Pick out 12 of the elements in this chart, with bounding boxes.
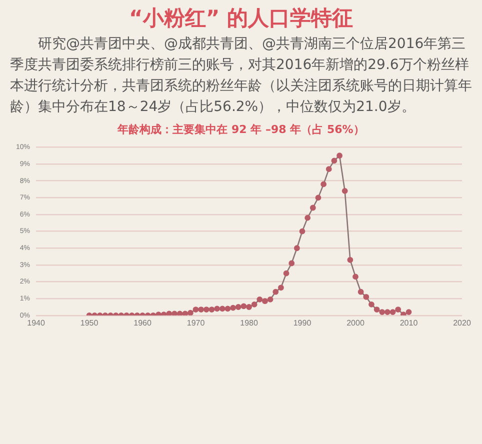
- x-tick-label: 1970: [186, 318, 206, 328]
- chart-subtitle: 年龄构成：主要集中在 92 年 –98 年（占 56%）: [116, 122, 366, 137]
- x-tick-label: 1940: [27, 318, 46, 328]
- chart-title: “小粉红” 的人口学特征: [128, 5, 354, 32]
- x-tick-label: 1950: [80, 318, 99, 328]
- x-tick-label: 1960: [134, 318, 152, 328]
- x-tick-label: 1980: [240, 318, 258, 328]
- x-tick-label: 2000: [346, 318, 365, 328]
- x-tick-label: 2010: [400, 318, 418, 328]
- x-tick-label: 1990: [293, 318, 312, 328]
- text: 研究@共青团中央、@成都共青团、@共青湖南三个位居2016年第三季度共青团委系统排行榜前三的账号，对其2016年新增的29.6万个粉丝样本进行统计分析，共青团系统的粉丝年龄（以关注团系统账号的日期计算年龄）集中分布在18～24岁（占比56.2%），中位数仅为21.0岁。: [10, 35, 472, 117]
- x-tick-label: 2020: [453, 318, 472, 328]
